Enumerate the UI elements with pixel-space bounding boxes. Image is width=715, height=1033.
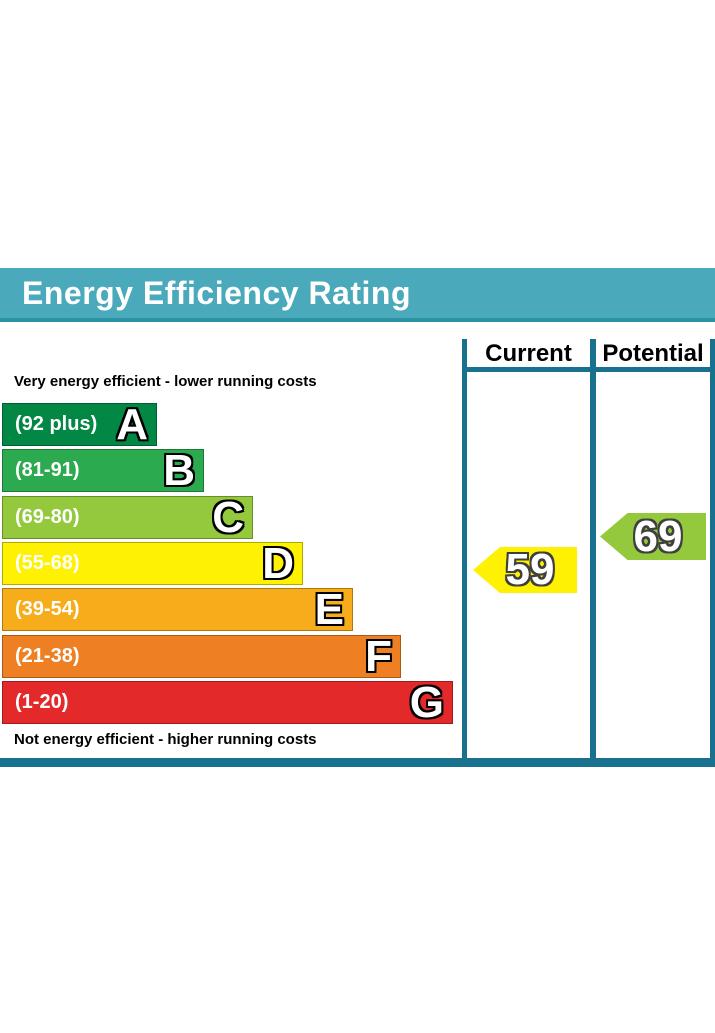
caption-very-efficient: Very energy efficient - lower running co… [14,373,317,390]
band-letter: B [163,446,195,495]
band-letter: G [409,678,444,727]
potential-rating-arrow: 69 [600,513,706,560]
table-bottom-rule [0,758,715,767]
table-vline-right [710,339,715,758]
band-range-label: (92 plus) [15,413,98,435]
table-vline-middle [590,339,596,758]
table-vline-left [462,339,467,758]
table-header-underline [462,367,715,372]
band-range-label: (21-38) [15,645,80,667]
band-letter: A [116,400,148,449]
current-rating-value: 59 [505,545,555,594]
band-range-label: (39-54) [15,598,80,620]
band-row-e: (39-54) E [2,585,353,634]
band-letter: D [262,539,294,588]
header-bar: Energy Efficiency Rating [0,268,715,322]
band-row-d: (55-68) D [2,539,303,588]
potential-rating-value: 69 [633,511,683,561]
page-title: Energy Efficiency Rating [22,274,411,311]
band-range-label: (81-91) [15,459,80,481]
band-range-label: (1-20) [15,691,69,713]
band-range-label: (55-68) [15,552,80,574]
band-letter: C [212,493,244,542]
current-rating-arrow: 59 [473,547,577,593]
band-letter: E [314,585,344,634]
band-range-label: (69-80) [15,506,80,528]
band-row-b: (81-91) B [2,446,204,495]
band-row-c: (69-80) C [2,493,253,542]
column-header-current: Current [485,340,572,367]
band-row-f: (21-38) F [2,632,401,681]
caption-not-efficient: Not energy efficient - higher running co… [14,731,317,748]
band-row-a: (92 plus) A [2,400,157,449]
band-letter: F [365,632,392,681]
column-header-potential: Potential [602,340,704,367]
band-row-g: (1-20) G [2,678,453,727]
